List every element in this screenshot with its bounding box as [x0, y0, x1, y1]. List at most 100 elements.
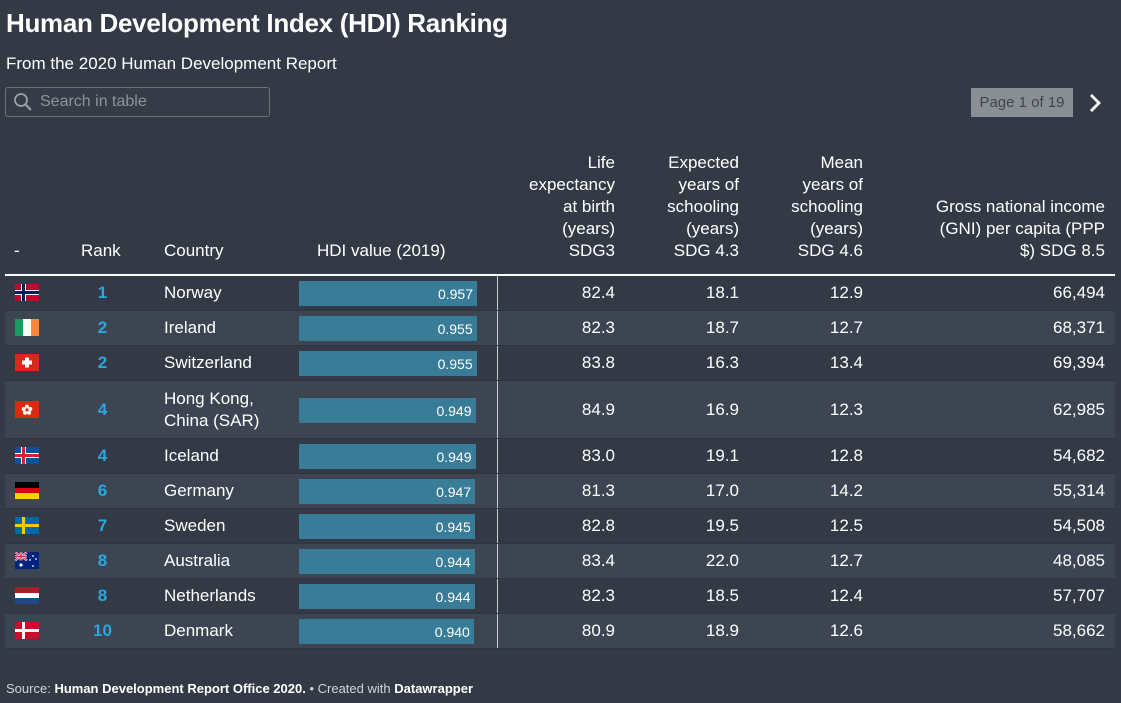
header-line: Gross national income — [935, 197, 1105, 216]
life-expectancy-cell: 84.9 — [581, 399, 615, 419]
country-cell: Norway — [164, 283, 222, 302]
header-line: years of — [802, 175, 863, 194]
gni-cell: 62,985 — [1053, 399, 1105, 419]
gni-column-header[interactable]: Gross national income (GNI) per capita (… — [885, 196, 1105, 262]
header-line: SDG3 — [568, 241, 615, 260]
rank-cell: 2 — [97, 318, 108, 337]
hdi-bar-track: 0.944 — [299, 549, 477, 574]
source-link[interactable]: Human Development Report Office 2020. — [54, 681, 306, 696]
hdi-bar: 0.944 — [299, 584, 475, 609]
country-cell: Australia — [164, 551, 231, 570]
hdi-value-label: 0.949 — [436, 402, 472, 419]
rank-cell: 6 — [97, 481, 108, 500]
mean-schooling-column-header[interactable]: Mean years of schooling (years) SDG 4.6 — [745, 152, 863, 262]
life-expectancy-cell: 82.8 — [581, 516, 615, 535]
chevron-right-icon — [1090, 93, 1101, 112]
life-expectancy-cell: 80.9 — [581, 621, 615, 640]
expected-schooling-column-header[interactable]: Expected years of schooling (years) SDG … — [625, 152, 739, 262]
hdi-bar: 0.940 — [299, 619, 474, 644]
rank-column-header[interactable]: Rank — [81, 241, 121, 260]
hdi-bar-track: 0.957 — [299, 281, 477, 306]
country-cell: Germany — [164, 481, 234, 500]
hdi-bar: 0.945 — [299, 514, 475, 539]
header-line: (years) — [562, 219, 615, 238]
datawrapper-link[interactable]: Datawrapper — [394, 681, 473, 696]
country-cell: Sweden — [164, 516, 226, 535]
life-expectancy-column-header[interactable]: Life expectancy at birth (years) SDG3 — [485, 152, 615, 262]
footer: Source: Human Development Report Office … — [6, 681, 473, 696]
header-line: (years) — [810, 219, 863, 238]
country-cell: Hong Kong, China (SAR) — [164, 388, 260, 430]
hdi-value-label: 0.949 — [436, 448, 472, 465]
expected-schooling-cell: 17.0 — [705, 481, 739, 500]
hdi-column-header[interactable]: HDI value (2019) — [317, 241, 446, 260]
header-line: SDG 4.3 — [673, 241, 739, 260]
hdi-bar: 0.947 — [299, 479, 476, 504]
header-divider — [5, 274, 1115, 276]
gni-cell: 58,662 — [1053, 621, 1105, 640]
header-line: schooling — [791, 197, 863, 216]
mean-schooling-cell: 12.5 — [829, 516, 863, 535]
table-row: 10 Denmark 0.940 80.9 18.9 12.6 58,662 — [5, 614, 1115, 649]
hdi-value-label: 0.957 — [437, 285, 473, 302]
hdi-bar: 0.955 — [299, 316, 477, 341]
column-divider — [497, 346, 498, 380]
rank-cell: 8 — [97, 586, 108, 605]
rank-cell: 10 — [93, 621, 112, 640]
flag-column-header: - — [14, 241, 20, 260]
gni-cell: 57,707 — [1053, 586, 1105, 605]
hdi-value-label: 0.940 — [434, 623, 470, 640]
column-divider — [497, 614, 498, 648]
mean-schooling-cell: 12.9 — [829, 283, 863, 302]
mean-schooling-cell: 14.2 — [829, 481, 863, 500]
column-divider — [497, 276, 498, 310]
hdi-bar: 0.944 — [299, 549, 475, 574]
expected-schooling-cell: 18.7 — [705, 318, 739, 337]
expected-schooling-cell: 19.1 — [705, 446, 739, 465]
header-line: $) SDG 8.5 — [1019, 241, 1105, 260]
table-row: 4 Hong Kong, China (SAR) 0.949 84.9 16.9 12.3… — [5, 381, 1115, 439]
hdi-bar-track: 0.947 — [299, 479, 477, 504]
page-indicator: Page 1 of 19 — [971, 88, 1073, 117]
hdi-bar-track: 0.945 — [299, 514, 477, 539]
hdi-value-label: 0.945 — [435, 518, 471, 535]
header-line: years of — [678, 175, 739, 194]
country-cell: Netherlands — [164, 586, 256, 605]
expected-schooling-cell: 16.3 — [705, 353, 739, 372]
search-input[interactable] — [40, 93, 260, 111]
mean-schooling-cell: 12.8 — [829, 446, 863, 465]
gni-cell: 55,314 — [1053, 481, 1105, 500]
hdi-bar-track: 0.955 — [299, 351, 477, 376]
hdi-bar-track: 0.949 — [299, 398, 477, 423]
switzerland-flag-icon — [15, 354, 39, 371]
header-line: SDG 4.6 — [797, 241, 863, 260]
next-page-button[interactable] — [1080, 88, 1110, 117]
search-box[interactable] — [5, 87, 270, 117]
table-row: 6 Germany 0.947 81.3 17.0 14.2 55,314 — [5, 474, 1115, 509]
country-column-header[interactable]: Country — [164, 241, 224, 260]
mean-schooling-cell: 12.4 — [829, 586, 863, 605]
gni-cell: 69,394 — [1053, 353, 1105, 372]
hdi-bar-track: 0.955 — [299, 316, 477, 341]
column-divider — [497, 439, 498, 473]
hdi-bar-track: 0.940 — [299, 619, 477, 644]
mean-schooling-cell: 12.6 — [829, 621, 863, 640]
header-line: Mean — [820, 153, 863, 172]
rank-cell: 8 — [97, 551, 108, 570]
created-with-label: • Created with — [309, 681, 391, 696]
table-row: 2 Switzerland 0.955 83.8 16.3 13.4 69,394 — [5, 346, 1115, 381]
page-title: Human Development Index (HDI) Ranking — [6, 8, 508, 38]
country-cell: Iceland — [164, 446, 219, 465]
column-divider — [497, 544, 498, 578]
expected-schooling-cell: 18.1 — [705, 283, 739, 302]
mean-schooling-cell: 13.4 — [829, 353, 863, 372]
gni-cell: 54,682 — [1053, 446, 1105, 465]
hdi-bar-track: 0.949 — [299, 444, 477, 469]
header-line: Life — [587, 153, 615, 172]
table-row: 2 Ireland 0.955 82.3 18.7 12.7 68,371 — [5, 311, 1115, 346]
rank-cell: 2 — [97, 353, 108, 372]
header-line: expectancy — [529, 175, 615, 194]
table-header: - Rank Country HDI value (2019) Life exp… — [0, 146, 1121, 274]
hdi-bar: 0.957 — [299, 281, 477, 306]
hdi-bar-track: 0.944 — [299, 584, 477, 609]
